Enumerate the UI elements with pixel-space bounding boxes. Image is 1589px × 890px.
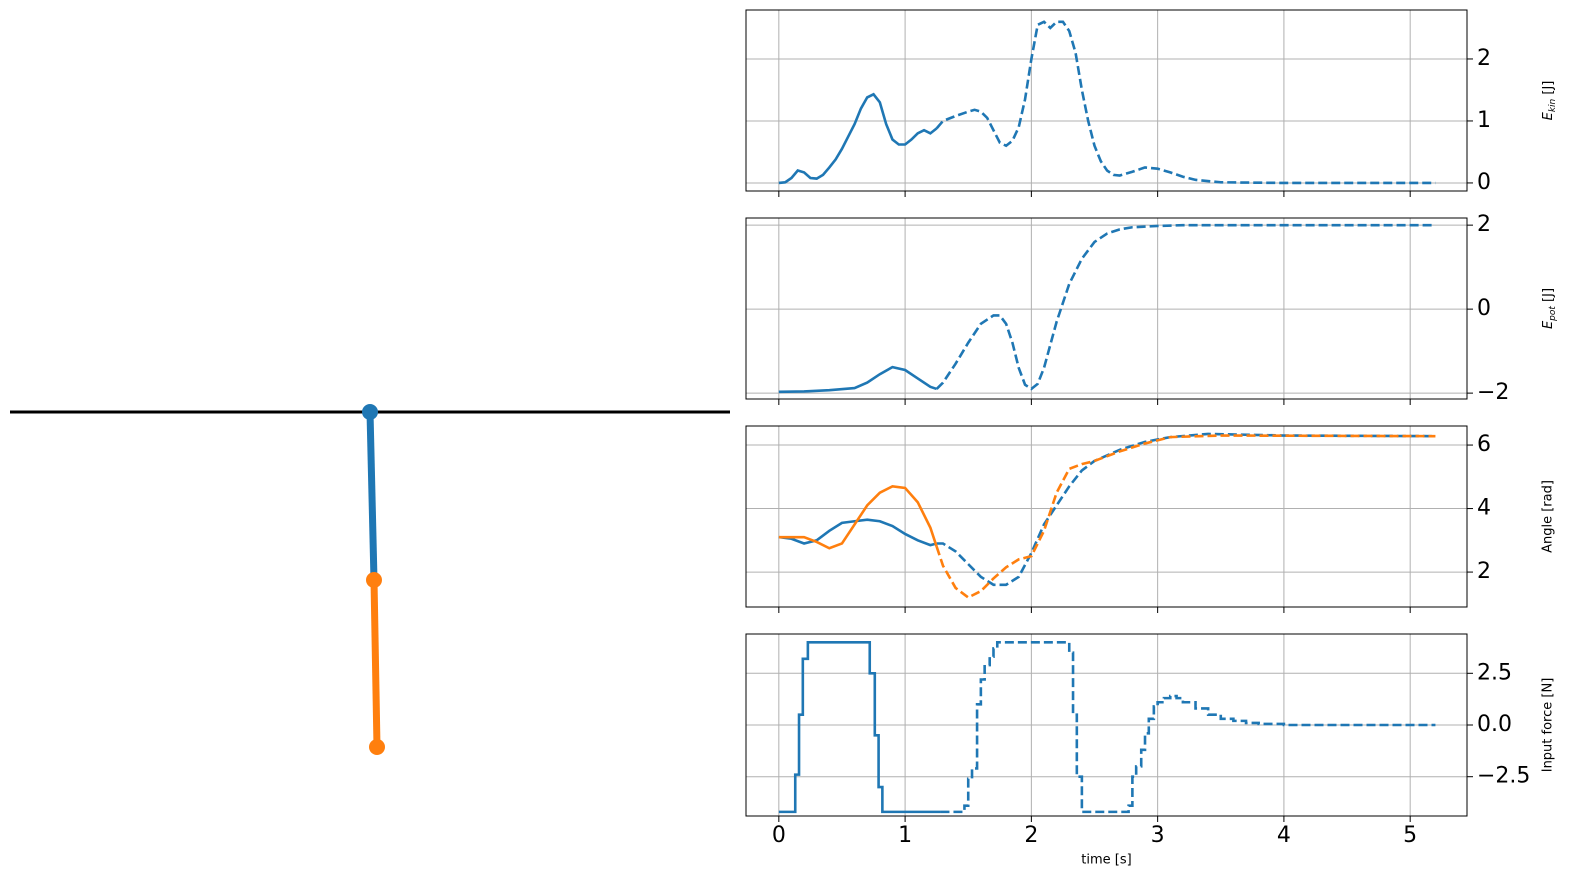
y-tick-label: −2.5 — [1477, 764, 1530, 789]
axes-frame — [745, 633, 1468, 817]
series-line — [778, 365, 938, 394]
x-tick-label: 2 — [1024, 823, 1038, 848]
series-line — [940, 640, 1436, 814]
label-part: E — [1541, 111, 1556, 120]
link-1 — [366, 411, 378, 581]
y-tick-label: 0 — [1477, 170, 1491, 195]
x-tick-label: 1 — [898, 823, 912, 848]
y-tick-label: 0 — [1477, 296, 1491, 321]
y-tick-label: 2 — [1477, 46, 1491, 71]
cart-joint — [362, 404, 378, 420]
x-tick-label: 4 — [1277, 823, 1291, 848]
series-line — [778, 518, 937, 547]
y-axis-label: Input force [N] — [1541, 678, 1556, 773]
axes-frame — [745, 425, 1468, 608]
x-tick-label: 0 — [772, 823, 786, 848]
middle-joint — [366, 572, 382, 588]
tip — [369, 739, 385, 755]
y-axis-label: Ekin [J] — [1541, 81, 1558, 121]
series-line — [778, 92, 938, 185]
label-part: pot — [1548, 306, 1558, 322]
series-line — [778, 640, 941, 814]
series-line — [935, 223, 1436, 391]
label-part: E — [1541, 320, 1556, 329]
axes-frame — [745, 217, 1468, 400]
y-tick-label: 6 — [1477, 432, 1491, 457]
series-line — [935, 434, 1436, 599]
y-tick-label: 4 — [1477, 496, 1491, 521]
y-tick-label: 2 — [1477, 212, 1491, 237]
axes-frame — [745, 9, 1468, 192]
y-axis-label: Angle [rad] — [1541, 480, 1556, 553]
label-part: [J] — [1541, 81, 1556, 99]
y-axis-label: Epot [J] — [1541, 288, 1558, 329]
x-axis-label: time [s] — [1081, 853, 1131, 868]
pendulum — [10, 404, 730, 755]
y-tick-label: 2.5 — [1477, 660, 1512, 685]
y-tick-label: 1 — [1477, 108, 1491, 133]
series-line — [935, 20, 1436, 185]
y-tick-label: 0.0 — [1477, 712, 1512, 737]
label-part: [J] — [1541, 288, 1556, 306]
label-part: kin — [1548, 98, 1558, 112]
x-tick-label: 3 — [1151, 823, 1165, 848]
series-line — [778, 484, 938, 550]
link-2 — [370, 579, 381, 748]
y-tick-label: −2 — [1477, 380, 1509, 405]
y-tick-label: 2 — [1477, 559, 1491, 584]
x-tick-label: 5 — [1403, 823, 1417, 848]
